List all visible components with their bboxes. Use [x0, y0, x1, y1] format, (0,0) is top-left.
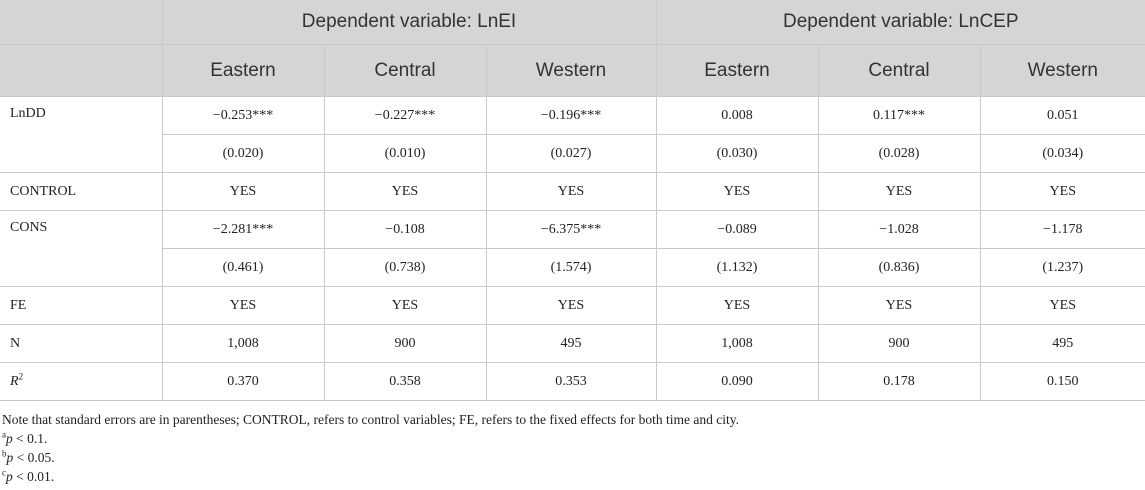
table-cell: (1.237)	[979, 248, 1145, 287]
table-cell: YES	[161, 172, 325, 211]
table-cell: −2.281***	[161, 210, 325, 249]
table-row: CONTROL YES YES YES YES YES YES	[0, 172, 1145, 211]
table-cell: 0.358	[323, 362, 487, 401]
table-cell: −0.089	[655, 210, 819, 249]
table-cell: YES	[817, 286, 981, 325]
table-row: (0.020) (0.010) (0.027) (0.030) (0.028) …	[0, 134, 1145, 173]
note-item: ap < 0.1.	[2, 429, 739, 448]
table-cell: −0.253***	[161, 96, 325, 135]
note-item: cp < 0.01.	[2, 467, 739, 486]
table-cell: 1,008	[655, 324, 819, 363]
note-item: bp < 0.05.	[2, 448, 739, 467]
r2-symbol: R	[10, 373, 19, 389]
row-label: LnDD	[0, 96, 163, 173]
table-cell: YES	[979, 172, 1145, 211]
table-row: LnDD −0.253*** −0.227*** −0.196*** 0.008…	[0, 96, 1145, 173]
header-corner-2	[0, 44, 163, 97]
table-cell: −0.196***	[485, 96, 657, 135]
table-notes: Note that standard errors are in parenth…	[2, 410, 739, 486]
table-cell: (0.836)	[817, 248, 981, 287]
table-cell: 900	[323, 324, 487, 363]
table-cell: (0.738)	[323, 248, 487, 287]
note-main: Note that standard errors are in parenth…	[2, 412, 740, 427]
row-label: CONS	[0, 210, 163, 287]
table-cell: −0.108	[323, 210, 487, 249]
table-cell: YES	[655, 172, 819, 211]
col-header: Western	[979, 44, 1145, 97]
table-row: N 1,008 900 495 1,008 900 495	[0, 324, 1145, 363]
table-cell: 900	[817, 324, 981, 363]
regression-table: Dependent variable: LnEI Dependent varia…	[0, 0, 1145, 401]
table-cell: YES	[323, 172, 487, 211]
table-cell: (0.020)	[162, 134, 325, 173]
header-corner	[0, 0, 163, 45]
header-group-row: Dependent variable: LnEI Dependent varia…	[0, 0, 1145, 45]
row-label: CONTROL	[0, 172, 163, 211]
table-cell: (0.010)	[323, 134, 487, 173]
table-cell: (0.030)	[655, 134, 819, 173]
table-cell: 0.370	[161, 362, 325, 401]
table-cell: (0.027)	[485, 134, 657, 173]
table-cell: (0.461)	[162, 248, 325, 287]
row-label: R2	[0, 362, 163, 401]
table-cell: 495	[485, 324, 657, 363]
table-cell: YES	[979, 286, 1145, 325]
note-mark: a	[2, 429, 6, 440]
table-cell: YES	[485, 286, 657, 325]
table-cell: 1,008	[161, 324, 325, 363]
row-label: N	[0, 324, 163, 363]
table-cell: −1.178	[979, 210, 1145, 249]
table-row: CONS −2.281*** −0.108 −6.375*** −0.089 −…	[0, 210, 1145, 287]
col-header: Eastern	[161, 44, 325, 97]
table-cell: YES	[161, 286, 325, 325]
col-header: Western	[485, 44, 657, 97]
note-mark: b	[2, 448, 7, 459]
table-cell: −0.227***	[323, 96, 487, 135]
table-row: R2 0.370 0.358 0.353 0.090 0.178 0.150	[0, 362, 1145, 401]
table-cell: YES	[323, 286, 487, 325]
table-cell: −6.375***	[485, 210, 657, 249]
table-cell: 0.008	[655, 96, 819, 135]
row-label: FE	[0, 286, 163, 325]
table-cell: (0.034)	[979, 134, 1145, 173]
table-cell: (1.132)	[655, 248, 819, 287]
table-cell: (1.574)	[485, 248, 657, 287]
table-cell: YES	[817, 172, 981, 211]
table-cell: 495	[979, 324, 1145, 363]
table-row: FE YES YES YES YES YES YES	[0, 286, 1145, 325]
table-cell: 0.117***	[817, 96, 981, 135]
r2-superscript: 2	[18, 370, 24, 381]
note-text: < 0.01.	[12, 469, 55, 484]
table-cell: −1.028	[817, 210, 981, 249]
note-p: p	[6, 450, 14, 465]
note-text: < 0.05.	[13, 450, 55, 465]
group-header-lnei: Dependent variable: LnEI	[161, 0, 657, 45]
col-header: Central	[817, 44, 981, 97]
table-cell: 0.051	[979, 96, 1145, 135]
note-p: p	[6, 431, 13, 446]
note-p: p	[6, 469, 13, 484]
col-header: Central	[323, 44, 487, 97]
table-cell: YES	[655, 286, 819, 325]
header-region-row: Eastern Central Western Eastern Central …	[0, 44, 1145, 97]
table-cell: 0.353	[485, 362, 657, 401]
group-header-lncep: Dependent variable: LnCEP	[655, 0, 1145, 45]
table-cell: 0.178	[817, 362, 981, 401]
table-cell: 0.150	[979, 362, 1145, 401]
note-text: < 0.1.	[12, 431, 48, 446]
table-cell: 0.090	[655, 362, 819, 401]
table-row: (0.461) (0.738) (1.574) (1.132) (0.836) …	[0, 248, 1145, 287]
note-mark: c	[2, 467, 6, 478]
col-header: Eastern	[655, 44, 819, 97]
table-cell: YES	[485, 172, 657, 211]
table-cell: (0.028)	[817, 134, 981, 173]
